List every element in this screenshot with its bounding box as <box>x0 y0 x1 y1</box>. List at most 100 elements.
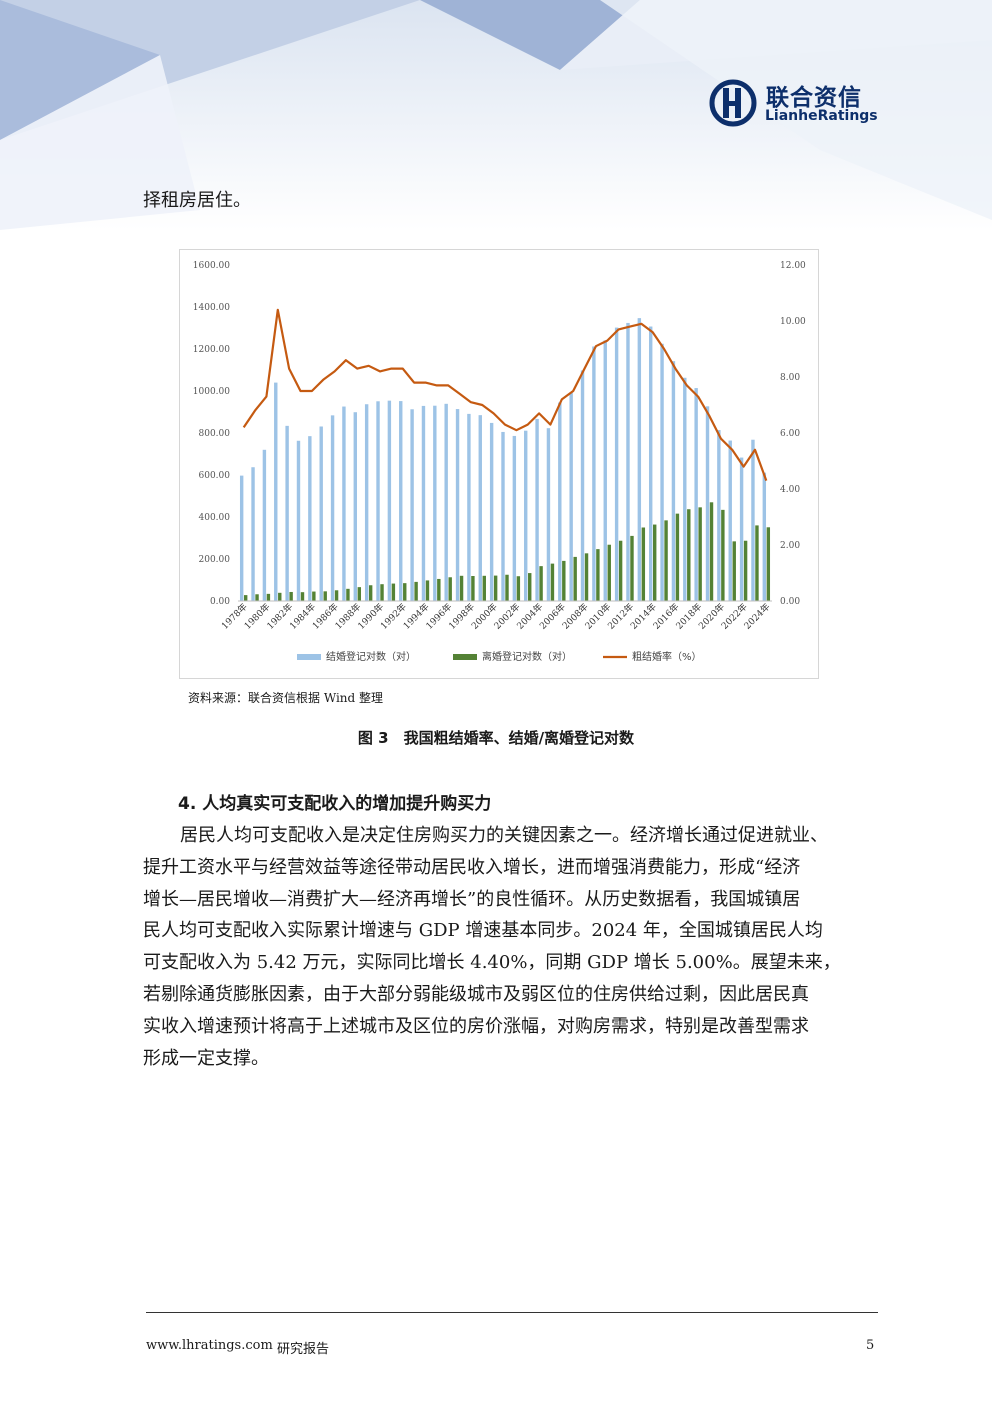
left-axis-tick-label: 1600.00 <box>193 261 230 271</box>
divorce-bar <box>346 588 350 601</box>
divorce-bar <box>357 587 362 601</box>
divorce-bar <box>539 566 543 601</box>
divorce-bar <box>687 509 691 601</box>
marriage-bar <box>626 322 630 601</box>
logo-chinese-name: 联合资信 <box>766 85 862 111</box>
right-axis-tick-label: 6.00 <box>780 429 800 439</box>
page-number: 5 <box>866 1338 875 1353</box>
divorce-bar <box>675 513 680 601</box>
marriage-bar <box>580 370 585 601</box>
left-axis-tick-label: 1200.00 <box>193 345 230 355</box>
divorce-bar <box>300 592 305 601</box>
divorce-bar <box>414 581 418 601</box>
divorce-bar <box>482 575 486 601</box>
divorce-bar <box>664 520 668 601</box>
divorce-bar <box>573 556 577 601</box>
marriage-bar <box>592 346 596 601</box>
paragraph-line: 形成一定支撑。 <box>143 1047 269 1069</box>
marriage-bar <box>558 402 562 601</box>
footer-url[interactable]: www.lhratings.com <box>146 1338 273 1353</box>
right-axis-tick-label: 4.00 <box>780 485 800 495</box>
paragraph-line: 实收入增速预计将高于上述城市及区位的房价涨幅，对购房需求，特别是改善型需求 <box>143 1015 809 1037</box>
paragraph-line: 民人均可支配收入实际累计增速与 GDP 增速基本同步。2024 年，全国城镇居民… <box>143 920 823 942</box>
divorce-bar <box>380 584 384 601</box>
marriage-bar <box>512 435 517 601</box>
footer-report-label: 研究报告 <box>277 1342 330 1357</box>
divorce-bar <box>243 595 248 601</box>
divorce-bar <box>334 590 339 601</box>
marriage-bar <box>637 318 642 601</box>
legend-divorce-swatch <box>453 654 477 660</box>
body-paragraph: 居民人均可支配收入是决定住房购买力的关键因素之一。经济增长通过促进就业、 提升工… <box>143 820 888 1074</box>
marriage-bar <box>444 403 448 601</box>
divorce-bar <box>584 553 589 601</box>
divorce-bar <box>618 540 623 601</box>
x-axis-tick-label: 2024年 <box>741 601 772 632</box>
paragraph-line: 提升工资水平与经营效益等途径带动居民收入增长，进而增强消费能力，形成“经济 <box>143 856 801 878</box>
paragraph-line: 增长—居民增收—消费扩大—经济再增长”的良性循环。从历史数据看，我国城镇居 <box>143 888 801 910</box>
right-axis-tick-label: 0.00 <box>780 597 800 607</box>
left-axis-tick-label: 600.00 <box>199 471 231 481</box>
marriage-bar <box>308 436 312 601</box>
marriage-bar <box>376 401 380 601</box>
divorce-bar <box>266 593 271 601</box>
legend-marriage-label: 结婚登记对数（对） <box>326 650 416 663</box>
marriage-bar <box>603 340 607 601</box>
marriage-bar <box>455 409 460 601</box>
header-background <box>0 0 992 230</box>
marriage-bar <box>694 388 698 601</box>
marriage-bar <box>262 449 267 601</box>
divorce-bar <box>448 577 452 601</box>
divorce-bar <box>391 583 396 601</box>
marriage-bar <box>296 440 301 601</box>
divorce-bar <box>255 594 259 601</box>
marriage-bar <box>433 405 437 601</box>
legend-marriage-swatch <box>297 654 321 660</box>
marriage-bar <box>285 425 289 601</box>
marriage-bar <box>762 472 767 601</box>
marriage-bar <box>330 415 335 601</box>
divorce-bar <box>312 591 316 601</box>
chart-container: 0.00 200.00 400.00 600.00 800.00 1000.00 1200.… <box>179 249 819 679</box>
divorce-bar <box>743 540 748 601</box>
divorce-bar <box>471 576 475 601</box>
marriage-bar <box>535 418 539 601</box>
left-axis-tick-label: 400.00 <box>199 513 231 523</box>
marriage-bar <box>467 413 471 601</box>
marriage-bar <box>387 400 392 601</box>
divorce-bar <box>562 560 566 601</box>
section-heading: 4. 人均真实可支配收入的增加提升购买力 <box>178 794 492 814</box>
marriage-bar <box>751 439 755 601</box>
marriage-bar <box>569 392 573 601</box>
left-axis-tick-label: 200.00 <box>199 555 231 565</box>
logo-english-name: LianheRatings <box>765 108 878 124</box>
divorce-bar <box>528 573 532 601</box>
marriage-divorce-chart: 0.00 200.00 400.00 600.00 800.00 1000.00 1200.… <box>193 261 806 663</box>
divorce-bar <box>323 591 327 601</box>
divorce-bar <box>516 576 521 601</box>
marriage-bar <box>399 401 403 601</box>
marriage-bar <box>660 343 664 601</box>
paragraph-line: 可支配收入为 5.42 万元，实际同比增长 4.40%，同期 GDP 增长 5.… <box>143 952 841 974</box>
marriage-bar <box>421 405 426 601</box>
divorce-bar <box>596 549 600 601</box>
left-axis-tick-label: 1400.00 <box>193 303 230 313</box>
legend-divorce-label: 离婚登记对数（对） <box>482 650 572 663</box>
marriage-bar <box>717 430 721 601</box>
marriage-bar <box>648 326 653 601</box>
marriage-bar <box>705 406 710 601</box>
marriage-bar <box>239 475 244 601</box>
divorce-bar <box>732 541 736 601</box>
marriage-bar <box>319 426 323 601</box>
marriage-bar <box>739 457 744 601</box>
left-axis-tick-label: 0.00 <box>210 597 230 607</box>
divorce-bar <box>653 524 657 601</box>
divorce-bar <box>630 535 634 601</box>
figure-source: 资料来源：联合资信根据 Wind 整理 <box>188 691 384 705</box>
right-axis-tick-label: 2.00 <box>780 541 800 551</box>
marriage-bar <box>342 406 346 601</box>
divorce-bar <box>437 578 441 601</box>
divorce-bar <box>505 574 509 601</box>
marriage-bar <box>524 430 528 601</box>
footer-divider <box>146 1312 878 1313</box>
